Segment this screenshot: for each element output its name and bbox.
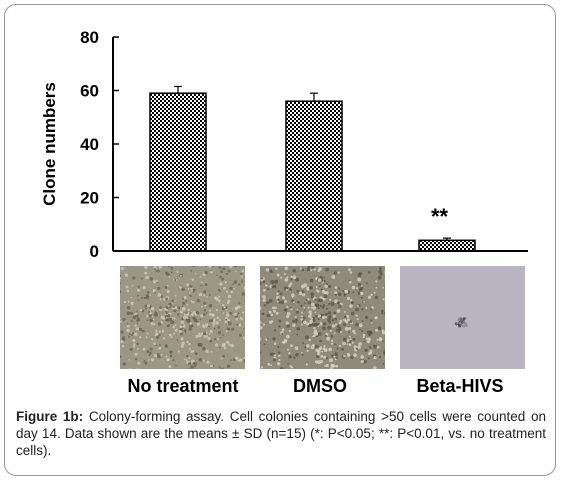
significance-mark: **	[431, 204, 449, 229]
photo-label-beta-hivs: Beta-HIVS	[416, 376, 504, 396]
photo-label-dmso: DMSO	[293, 376, 347, 396]
photo-label-no-treatment: No treatment	[127, 376, 239, 396]
y-tick-label: 20	[80, 189, 99, 208]
bar-chart: Clone numbers ** 0 20 40 60 80	[40, 28, 528, 261]
bar	[149, 92, 207, 252]
y-tick-label: 40	[80, 135, 99, 154]
photo-dmso	[260, 266, 385, 369]
y-tick-label: 60	[80, 82, 99, 101]
photo-beta-hivs	[400, 266, 525, 369]
bar	[285, 100, 343, 252]
bar	[418, 239, 476, 252]
figure-caption: Figure 1b: Colony-forming assay. Cell co…	[16, 408, 546, 459]
caption-text: Colony-forming assay. Cell colonies cont…	[16, 409, 546, 458]
caption-label: Figure 1b:	[16, 409, 84, 424]
y-axis-label: Clone numbers	[40, 82, 59, 206]
y-tick-label: 80	[80, 28, 99, 47]
photo-no-treatment	[120, 266, 245, 369]
y-tick-label: 0	[90, 242, 99, 261]
